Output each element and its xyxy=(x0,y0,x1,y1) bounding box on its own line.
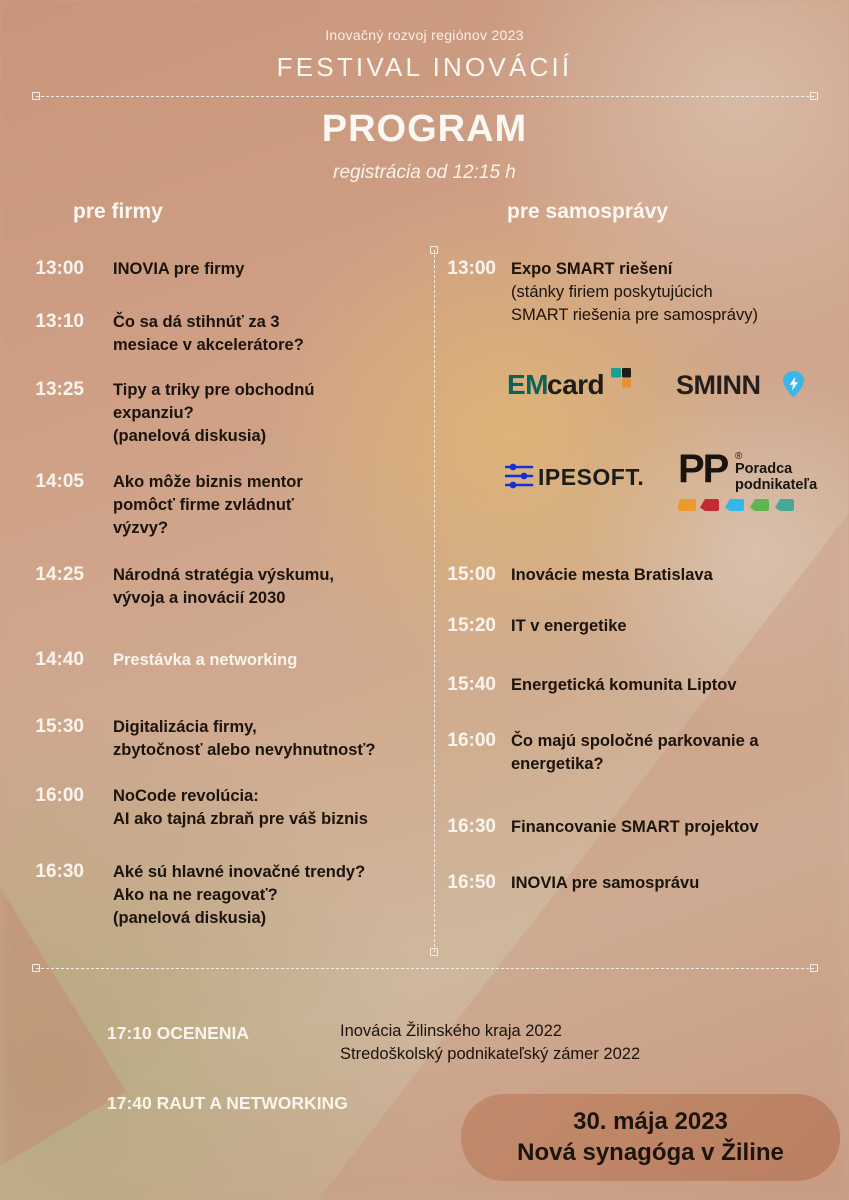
svg-text:Poradca: Poradca xyxy=(735,461,793,477)
svg-text:EM: EM xyxy=(507,369,548,400)
svg-text:card: card xyxy=(547,369,604,400)
svg-text:PP: PP xyxy=(678,448,729,491)
svg-text:IPESOFT.: IPESOFT. xyxy=(538,464,644,490)
svg-text:SMINN: SMINN xyxy=(676,370,761,400)
svg-text:podnikateľa: podnikateľa xyxy=(735,477,818,493)
